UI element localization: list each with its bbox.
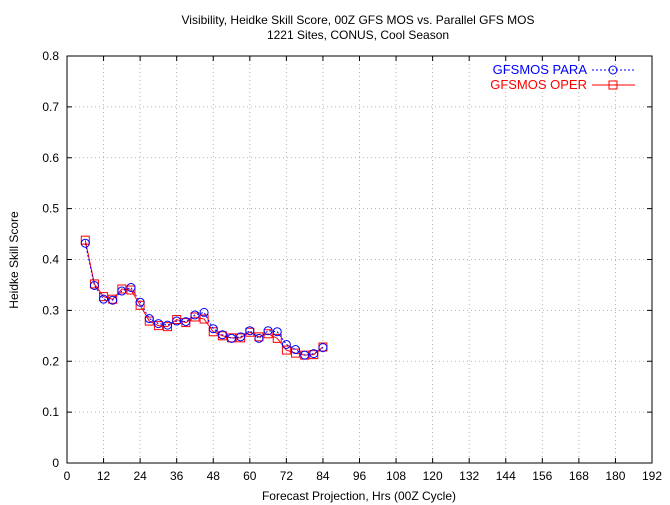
x-tick-label: 108 bbox=[386, 469, 406, 483]
x-tick-label: 96 bbox=[353, 469, 367, 483]
series-para bbox=[80, 238, 328, 360]
data-point bbox=[199, 307, 209, 317]
legend-marker bbox=[608, 80, 618, 90]
legend-marker bbox=[608, 65, 618, 75]
data-point bbox=[144, 314, 154, 324]
x-tick-label: 36 bbox=[170, 469, 184, 483]
y-tick-label: 0.4 bbox=[42, 253, 59, 267]
series-layer bbox=[80, 235, 328, 360]
y-tick-label: 0.2 bbox=[42, 354, 59, 368]
grid-lines bbox=[67, 56, 652, 463]
y-tick-label: 0.7 bbox=[42, 100, 59, 114]
series-line bbox=[84, 240, 324, 356]
y-tick-label: 0.8 bbox=[42, 49, 59, 63]
data-point bbox=[190, 310, 200, 320]
data-point bbox=[153, 319, 163, 329]
data-point bbox=[263, 326, 273, 336]
data-point bbox=[208, 324, 218, 334]
y-tick-label: 0 bbox=[52, 456, 59, 470]
data-point bbox=[281, 339, 291, 349]
x-tick-label: 168 bbox=[569, 469, 589, 483]
y-tick-label: 0.5 bbox=[42, 202, 59, 216]
data-point bbox=[99, 294, 109, 304]
data-point bbox=[254, 333, 264, 343]
x-tick-label: 120 bbox=[423, 469, 443, 483]
series-line bbox=[84, 243, 324, 356]
x-tick-label: 132 bbox=[459, 469, 479, 483]
data-point bbox=[80, 238, 90, 248]
x-tick-label: 144 bbox=[496, 469, 516, 483]
chart-subtitle: 1221 Sites, CONUS, Cool Season bbox=[267, 28, 449, 42]
data-point bbox=[89, 280, 99, 290]
axis-ticks: 0 12 24 36 48 60 72 84 96 108 120 132 144 156 168 180 19… bbox=[42, 49, 662, 483]
plot-frame bbox=[66, 55, 653, 464]
legend: GFSMOS PARA GFSMOS OPER bbox=[490, 62, 635, 92]
chart-title: Visibility, Heidke Skill Score, 00Z GFS … bbox=[182, 13, 535, 27]
data-point bbox=[236, 332, 246, 342]
data-point bbox=[108, 295, 118, 305]
data-point bbox=[245, 326, 255, 336]
x-tick-label: 12 bbox=[97, 469, 111, 483]
data-point bbox=[172, 316, 182, 326]
data-point bbox=[181, 317, 191, 327]
x-tick-label: 72 bbox=[280, 469, 294, 483]
data-point bbox=[99, 292, 109, 302]
data-point bbox=[126, 282, 136, 292]
data-point bbox=[217, 330, 227, 340]
y-tick-label: 0.6 bbox=[42, 151, 59, 165]
data-point bbox=[309, 349, 319, 359]
x-tick-label: 84 bbox=[316, 469, 330, 483]
data-point bbox=[272, 333, 282, 343]
x-tick-label: 192 bbox=[642, 469, 662, 483]
y-axis-label: Heidke Skill Score bbox=[7, 211, 21, 309]
x-tick-label: 24 bbox=[133, 469, 147, 483]
data-point bbox=[281, 345, 291, 355]
x-tick-label: 48 bbox=[207, 469, 221, 483]
data-point bbox=[318, 343, 328, 353]
x-tick-label: 60 bbox=[243, 469, 257, 483]
y-tick-label: 0.1 bbox=[42, 405, 59, 419]
data-point bbox=[227, 333, 237, 343]
data-point bbox=[135, 297, 145, 307]
data-point bbox=[272, 327, 282, 337]
x-tick-label: 156 bbox=[532, 469, 552, 483]
x-tick-label: 0 bbox=[64, 469, 71, 483]
x-axis-label: Forecast Projection, Hrs (00Z Cycle) bbox=[262, 489, 456, 503]
data-point bbox=[163, 320, 173, 330]
y-tick-label: 0.3 bbox=[42, 303, 59, 317]
data-point bbox=[291, 345, 301, 355]
data-point bbox=[126, 285, 136, 295]
data-point bbox=[117, 286, 127, 296]
legend-label-oper: GFSMOS OPER bbox=[490, 77, 587, 92]
data-point bbox=[300, 350, 310, 360]
data-point bbox=[199, 314, 209, 324]
series-oper bbox=[80, 235, 328, 360]
x-tick-label: 180 bbox=[605, 469, 625, 483]
legend-label-para: GFSMOS PARA bbox=[493, 62, 588, 77]
